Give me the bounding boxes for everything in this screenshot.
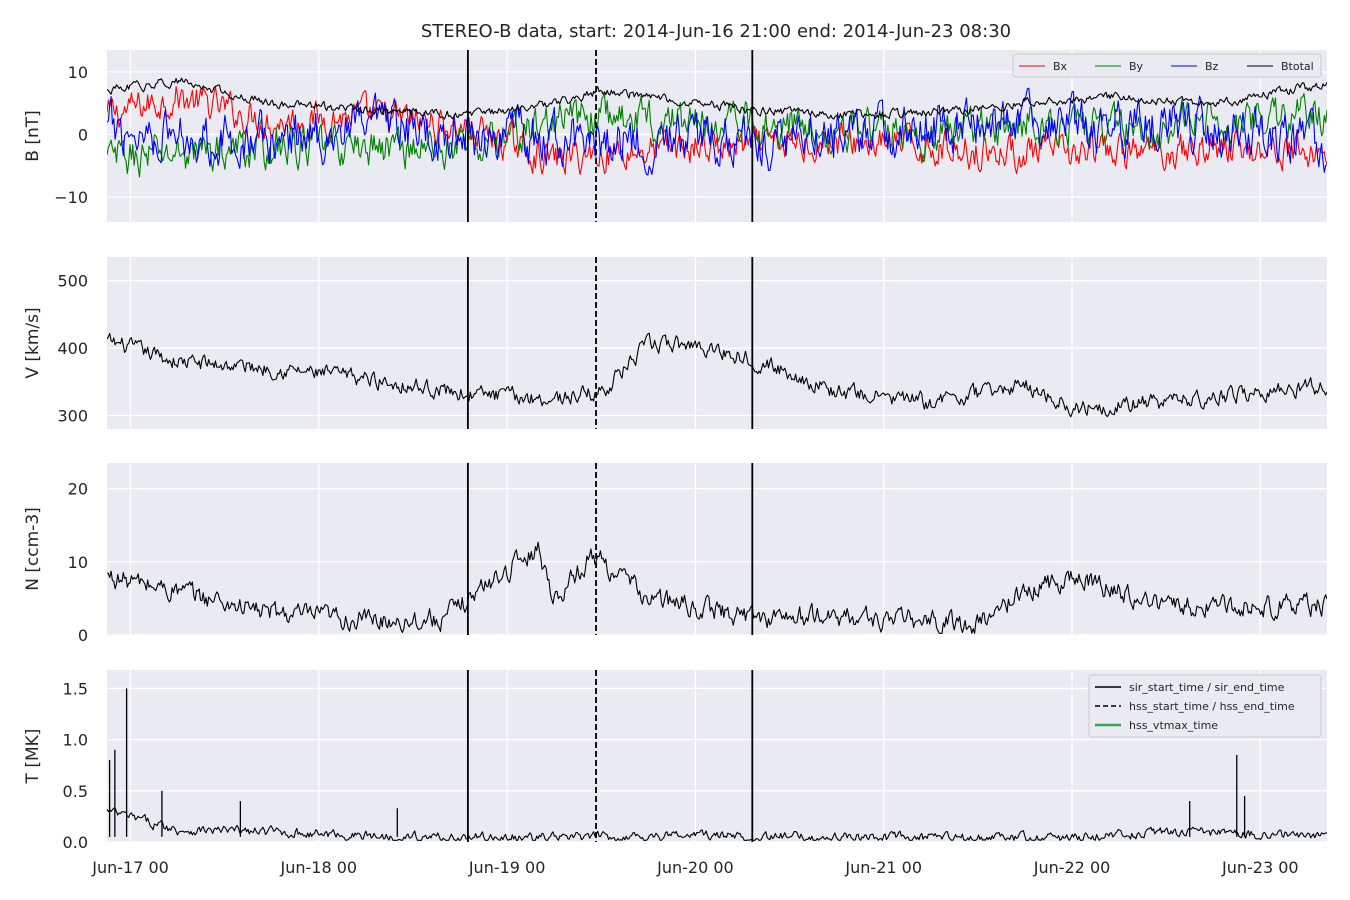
y-tick-label: 0.0: [63, 833, 88, 852]
series-group: [107, 332, 1327, 418]
legend-label: hss_vtmax_time: [1129, 719, 1218, 732]
legend-label: By: [1129, 60, 1144, 73]
series-group: [107, 77, 1327, 178]
y-tick-label: 300: [57, 407, 88, 426]
panel-3: 0 10 20 N [ccm-3]: [23, 463, 1327, 645]
y-tick-label: 10: [68, 63, 88, 82]
x-tick-label: Jun-20 00: [656, 858, 734, 877]
y-tick-label: 10: [68, 553, 88, 572]
series-line-panel3: [107, 541, 1327, 634]
x-tick-label: Jun-18 00: [280, 858, 358, 877]
y-tick-label: 400: [57, 339, 88, 358]
series-group: [107, 688, 1327, 841]
x-tick-label: Jun-21 00: [844, 858, 922, 877]
legend-b: Bx By Bz Btotal: [1012, 53, 1322, 78]
x-tick-label: Jun-22 00: [1033, 858, 1111, 877]
y-axis-label: B [nT]: [23, 110, 43, 162]
x-tick-label: Jun-19 00: [468, 858, 546, 877]
legend-events: sir_start_time / sir_end_time hss_start_t…: [1088, 674, 1322, 738]
legend-label: Btotal: [1281, 60, 1314, 73]
y-tick-label: 0: [78, 626, 88, 645]
legend-label: Bx: [1053, 60, 1068, 73]
panel-1: −10 0 10 B [nT] Bx By Bz Btotal: [23, 50, 1327, 222]
x-tick-label: Jun-17 00: [91, 858, 169, 877]
chart-title: STEREO-B data, start: 2014-Jun-16 21:00 …: [421, 21, 1011, 42]
y-tick-label: 1.5: [63, 679, 88, 698]
y-axis-label: N [ccm-3]: [23, 507, 43, 591]
panel-4: Jun-17 00 Jun-18 00 Jun-19 00 Jun-20 00 Jun-…: [23, 670, 1327, 877]
x-tick-label: Jun-23 00: [1221, 858, 1299, 877]
legend-label: hss_start_time / hss_end_time: [1129, 700, 1295, 713]
series-line-Bz: [107, 87, 1327, 176]
y-tick-label: 20: [68, 480, 88, 499]
series-line-panel2: [107, 332, 1327, 418]
series-line-Btotal: [107, 77, 1327, 120]
series-line-panel4: [107, 807, 1327, 841]
y-tick-label: 500: [57, 272, 88, 291]
y-tick-label: 0: [78, 125, 88, 144]
legend-label: sir_start_time / sir_end_time: [1129, 681, 1285, 694]
legend-box: [1012, 53, 1322, 78]
y-tick-label: 1.0: [63, 731, 88, 750]
y-axis-label: V [km/s]: [23, 307, 43, 378]
y-tick-label: −10: [54, 188, 88, 207]
legend-label: Bz: [1205, 60, 1219, 73]
panel-2: 300 400 500 V [km/s]: [23, 257, 1327, 429]
y-tick-label: 0.5: [63, 782, 88, 801]
y-axis-label: T [MK]: [23, 729, 43, 785]
series-group: [107, 541, 1327, 634]
series-line-By: [107, 92, 1327, 178]
legend-box: [1088, 674, 1322, 738]
